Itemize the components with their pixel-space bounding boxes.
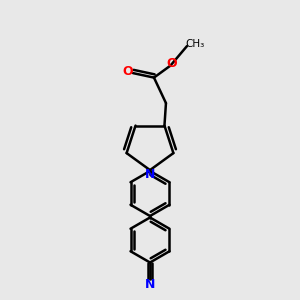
Text: CH₃: CH₃ <box>186 39 205 49</box>
Text: O: O <box>166 57 177 70</box>
Text: N: N <box>145 278 155 291</box>
Text: O: O <box>122 65 133 78</box>
Text: N: N <box>145 167 155 181</box>
